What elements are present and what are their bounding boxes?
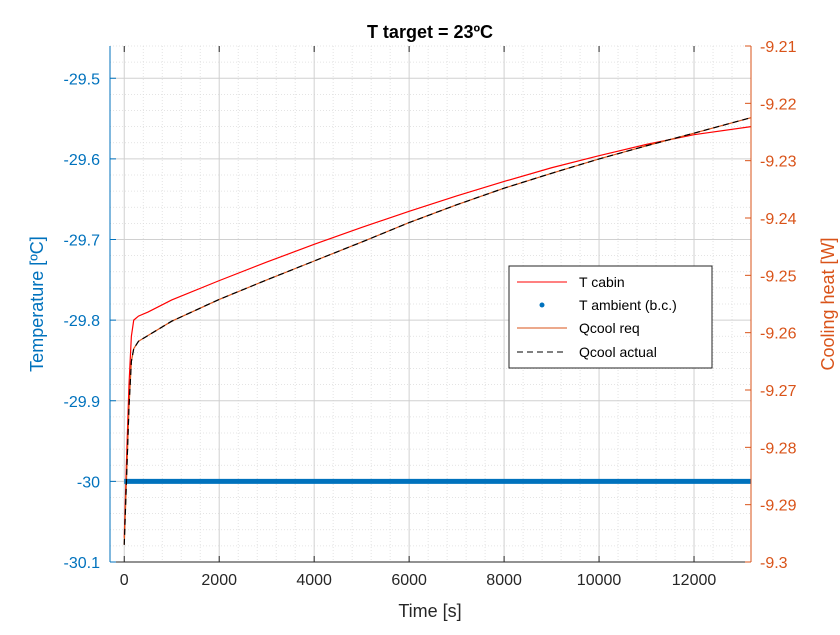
series-qcool-actual <box>123 117 752 545</box>
y-left-tick-label: -30.1 <box>64 555 101 572</box>
y-left-tick-label: -30 <box>77 474 100 491</box>
axes-layer <box>109 45 752 563</box>
legend-box <box>508 265 713 369</box>
y-right-tick-label: -9.28 <box>760 440 797 457</box>
x-tick-label: 8000 <box>486 572 522 589</box>
y-left-tick-label: -29.9 <box>64 394 101 411</box>
legend-label-qcool-actual: Qcool actual <box>579 344 657 360</box>
x-tick-label: 12000 <box>672 572 717 589</box>
y-axis-right-label: Cooling heat [W] <box>818 237 838 370</box>
y-left-tick-label: -29.7 <box>64 233 101 250</box>
y-right-tick-label: -9.22 <box>760 96 797 113</box>
legend-swatch-t-ambient <box>539 302 545 308</box>
y-axis-left-label: Temperature [ºC] <box>27 236 47 372</box>
y-right-tick-label: -9.26 <box>760 326 797 343</box>
legend-label-t-cabin: T cabin <box>579 274 625 290</box>
legend: T cabin T ambient (b.c.) Qcool req Qcool… <box>508 265 713 369</box>
x-tick-label: 10000 <box>577 572 622 589</box>
series-layer <box>123 117 752 545</box>
y-right-tick-label: -9.25 <box>760 268 797 285</box>
y-right-tick-label: -9.21 <box>760 39 797 56</box>
x-tick-label: 0 <box>120 572 129 589</box>
legend-label-qcool-req: Qcool req <box>579 320 640 336</box>
y-left-tick-label: -29.8 <box>64 313 101 330</box>
series-t-cabin <box>123 126 752 538</box>
x-axis-label: Time [s] <box>398 601 461 621</box>
y-left-tick-label: -29.6 <box>64 152 101 169</box>
tick-labels: 0 2000 4000 6000 8000 10000 12000 -30.1 -30 -29.9… <box>64 39 797 589</box>
x-tick-label: 4000 <box>296 572 332 589</box>
legend-label-t-ambient: T ambient (b.c.) <box>579 297 677 313</box>
chart-title: T target = 23ºC <box>367 22 493 42</box>
y-right-tick-label: -9.27 <box>760 383 797 400</box>
y-right-tick-label: -9.24 <box>760 211 797 228</box>
y-right-tick-label: -9.29 <box>760 498 797 515</box>
y-right-tick-label: -9.23 <box>760 154 797 171</box>
x-tick-label: 6000 <box>391 572 427 589</box>
y-right-tick-label: -9.3 <box>760 555 788 572</box>
major-grid <box>110 46 751 563</box>
x-tick-label: 2000 <box>201 572 237 589</box>
y-left-tick-label: -29.5 <box>64 71 101 88</box>
